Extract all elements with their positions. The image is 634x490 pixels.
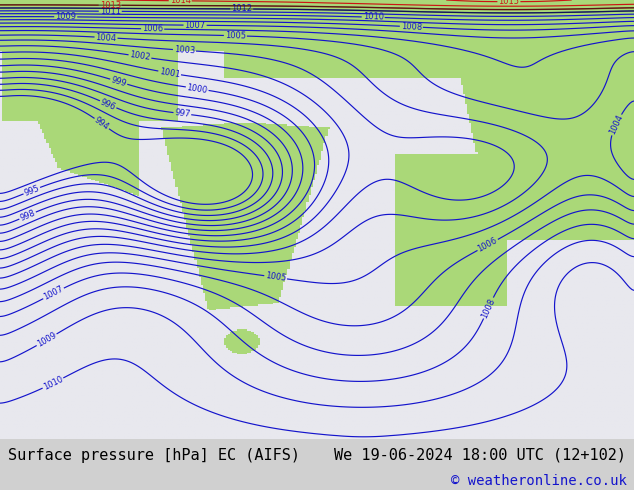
Text: 995: 995 xyxy=(23,184,41,197)
Text: 1002: 1002 xyxy=(129,50,151,63)
Text: 1006: 1006 xyxy=(142,24,164,34)
Text: 994: 994 xyxy=(93,115,111,132)
Text: 1014: 1014 xyxy=(170,0,191,5)
Text: 1010: 1010 xyxy=(42,374,65,392)
Text: 997: 997 xyxy=(174,108,191,119)
Text: 996: 996 xyxy=(99,97,117,112)
Text: 1003: 1003 xyxy=(174,45,195,55)
Text: 1009: 1009 xyxy=(55,12,76,22)
Text: 1008: 1008 xyxy=(480,296,497,319)
Text: © weatheronline.co.uk: © weatheronline.co.uk xyxy=(451,474,626,488)
Text: 1004: 1004 xyxy=(95,32,117,43)
Text: 1004: 1004 xyxy=(607,113,624,136)
Text: 1008: 1008 xyxy=(401,22,422,32)
Text: 1007: 1007 xyxy=(42,285,65,302)
Text: Surface pressure [hPa] EC (AIFS): Surface pressure [hPa] EC (AIFS) xyxy=(8,447,300,463)
Text: 1010: 1010 xyxy=(363,12,384,22)
Text: 999: 999 xyxy=(110,75,127,88)
Text: 1015: 1015 xyxy=(498,0,519,6)
Text: 1005: 1005 xyxy=(264,271,287,283)
Text: 1011: 1011 xyxy=(100,7,121,16)
Text: 1007: 1007 xyxy=(184,21,205,30)
Text: We 19-06-2024 18:00 UTC (12+102): We 19-06-2024 18:00 UTC (12+102) xyxy=(334,447,626,463)
Text: 1013: 1013 xyxy=(100,0,121,10)
Text: 998: 998 xyxy=(18,208,37,223)
Text: 1009: 1009 xyxy=(36,331,58,349)
Text: 1012: 1012 xyxy=(231,4,252,14)
Text: 1006: 1006 xyxy=(476,236,499,254)
Text: 1000: 1000 xyxy=(186,83,208,95)
Text: 1001: 1001 xyxy=(158,67,181,79)
Text: 1005: 1005 xyxy=(224,31,246,41)
